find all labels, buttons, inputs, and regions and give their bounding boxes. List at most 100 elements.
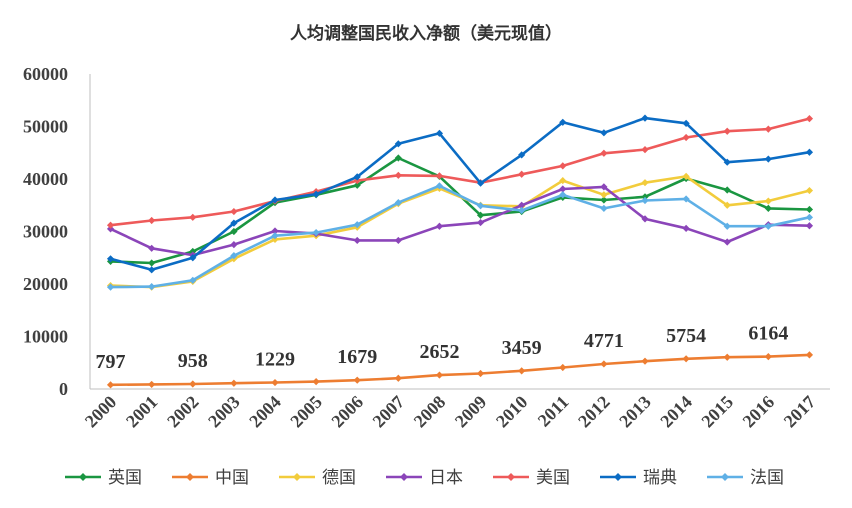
legend-item: 瑞典: [600, 468, 677, 488]
x-tick-label: 2012: [574, 392, 614, 432]
legend-item: 日本: [386, 468, 463, 488]
y-tick-label: 0: [59, 379, 68, 399]
legend: 英国 中国 德国 日本 美国 瑞典 法国: [65, 468, 784, 488]
data-point-marker: [230, 219, 238, 227]
x-tick-label: 2001: [122, 392, 162, 432]
data-point-marker: [230, 241, 238, 249]
data-point-marker: [312, 228, 320, 237]
data-point-marker: [148, 216, 156, 225]
data-point-marker: [682, 119, 690, 127]
data-point-marker: [764, 222, 772, 230]
x-tick-label: 2000: [81, 392, 121, 432]
data-point-marker: [106, 283, 115, 291]
legend-label: 瑞典: [643, 468, 677, 488]
data-label: 1679: [337, 346, 377, 368]
data-point-marker: [641, 114, 649, 122]
data-point-marker: [271, 232, 279, 240]
x-tick-label: 2003: [204, 392, 244, 432]
data-point-marker: [353, 181, 361, 189]
data-point-marker: [600, 149, 608, 157]
data-point-marker: [518, 151, 526, 159]
x-tick-label: 2011: [534, 392, 573, 431]
data-point-marker: [435, 182, 444, 190]
x-tick-label: 2014: [656, 392, 696, 432]
legend-label: 中国: [215, 468, 249, 488]
data-point-marker: [723, 238, 731, 246]
data-point-marker: [764, 197, 772, 205]
y-tick-label: 20000: [23, 274, 68, 294]
legend-marker: [400, 473, 408, 481]
series-line: [110, 117, 810, 227]
x-tick-label: 2005: [286, 392, 326, 432]
data-point-marker: [641, 357, 649, 365]
x-axis-ticks: 2000 2001 2002 2003 2004 2005 2006 2007 2008 2009…: [81, 392, 819, 432]
data-point-marker: [518, 170, 526, 178]
legend-marker: [293, 473, 301, 481]
data-point-marker: [805, 351, 814, 359]
data-point-marker: [641, 215, 649, 223]
data-point-marker: [271, 378, 279, 387]
data-point-marker: [189, 276, 197, 284]
data-point-marker: [723, 353, 731, 361]
data-point-marker: [518, 201, 526, 209]
series-2: [106, 172, 814, 291]
data-point-marker: [394, 374, 402, 382]
legend-label: 德国: [322, 468, 356, 488]
series-line: [110, 353, 810, 387]
legend-marker: [186, 473, 194, 481]
data-point-marker: [600, 360, 608, 368]
data-point-marker: [559, 191, 567, 199]
chart-title: 人均调整国民收入净额（美元现值）: [290, 23, 562, 44]
data-point-marker: [476, 211, 485, 219]
data-label: 6164: [748, 323, 788, 345]
data-point-marker: [600, 129, 608, 137]
data-point-marker: [723, 127, 731, 135]
legend-marker: [721, 473, 729, 481]
data-point-marker: [394, 199, 402, 207]
series-layer: [106, 114, 814, 389]
data-point-marker: [723, 186, 731, 194]
x-tick-label: 2013: [615, 392, 655, 432]
x-tick-label: 2016: [739, 392, 779, 432]
data-point-marker: [641, 196, 649, 205]
x-tick-label: 2015: [697, 392, 737, 432]
y-tick-label: 50000: [23, 117, 68, 137]
data-label: 2652: [419, 341, 459, 363]
data-point-marker: [559, 118, 567, 126]
data-point-marker: [641, 179, 649, 187]
data-point-marker: [559, 363, 567, 372]
data-point-marker: [641, 193, 649, 201]
y-axis-ticks: 0 10000 20000 30000 40000 50000 60000: [23, 64, 68, 399]
data-point-marker: [805, 115, 814, 123]
data-point-marker: [518, 367, 526, 375]
data-point-marker: [805, 222, 814, 230]
legend-item: 法国: [707, 468, 784, 488]
data-point-marker: [805, 205, 814, 214]
data-point-marker: [476, 179, 485, 187]
y-tick-label: 60000: [23, 64, 68, 84]
data-point-marker: [189, 380, 197, 388]
data-point-marker: [189, 213, 197, 221]
legend-label: 法国: [750, 468, 784, 488]
data-point-marker: [230, 252, 238, 260]
data-label: 3459: [502, 337, 542, 359]
legend-marker: [507, 473, 515, 481]
data-point-marker: [559, 162, 567, 170]
data-point-marker: [805, 148, 814, 156]
data-point-marker: [600, 191, 608, 199]
data-point-marker: [271, 227, 279, 235]
data-point-marker: [435, 129, 444, 137]
data-point-marker: [682, 133, 690, 142]
data-point-marker: [559, 185, 567, 193]
data-label: 4771: [584, 330, 624, 352]
data-point-marker: [682, 355, 690, 363]
series-5: [106, 114, 814, 274]
data-point-marker: [476, 369, 485, 378]
legend-label: 日本: [429, 468, 463, 488]
series-6: [106, 182, 814, 291]
legend-item: 德国: [279, 468, 356, 488]
data-point-marker: [435, 222, 444, 230]
y-tick-label: 40000: [23, 169, 68, 189]
data-point-marker: [353, 221, 361, 229]
